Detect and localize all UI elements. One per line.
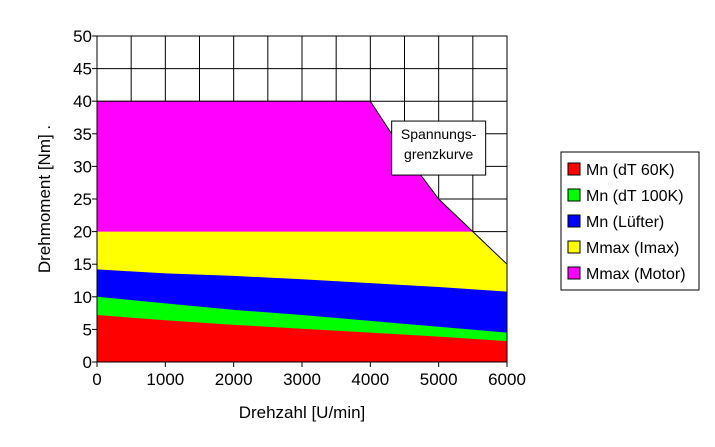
y-tick-label: 45 — [73, 60, 92, 79]
voltage-limit-curve — [97, 100, 508, 265]
x-axis-label: Drehzahl [U/min] — [239, 403, 366, 422]
annotation-box — [391, 120, 487, 176]
x-tick-label: 6000 — [488, 370, 526, 389]
legend-label-mmax-motor: Mmax (Motor) — [586, 266, 686, 283]
legend-label-mn-dt-60k: Mn (dT 60K) — [586, 162, 675, 179]
area-mn-dt-60k — [97, 315, 507, 362]
x-tick-label: 1000 — [146, 370, 184, 389]
legend-swatch-mmax-motor — [567, 266, 581, 280]
annotation-label: Spannungs- — [401, 126, 477, 142]
y-tick-label: 40 — [73, 92, 92, 111]
y-tick-label: 35 — [73, 125, 92, 144]
legend-label-mn-dt-100k: Mn (dT 100K) — [586, 188, 684, 205]
annotation-label: grenzkurve — [404, 146, 473, 162]
y-tick-label: 25 — [73, 190, 92, 209]
y-tick-label: 20 — [73, 223, 92, 242]
y-tick-label: 30 — [73, 157, 92, 176]
y-tick-label: 5 — [83, 320, 92, 339]
voltage-limit-annotation: Spannungs-grenzkurve — [391, 120, 487, 176]
y-axis-label: Drehmoment [Nm] . — [35, 125, 54, 273]
x-tick-label: 5000 — [420, 370, 458, 389]
legend-box — [560, 151, 700, 291]
axis-ticks: 0 1000 2000 3000 4000 5000 6000 0 5 10 15 20 25 30 35 4… — [73, 27, 526, 389]
legend: Mn (dT 60K) Mn (dT 100K) Mn (Lüfter) Mmax (… — [560, 151, 700, 291]
y-tick-label: 0 — [83, 353, 92, 372]
y-tick-label: 15 — [73, 255, 92, 274]
y-tick-label: 10 — [73, 288, 92, 307]
legend-swatch-mn-l-fter — [567, 214, 581, 228]
legend-swatch-mn-dt-60k — [567, 162, 581, 176]
y-tick-label: 50 — [73, 27, 92, 46]
legend-swatch-mmax-imax — [567, 240, 581, 254]
legend-swatch-mn-dt-100k — [567, 188, 581, 202]
x-tick-label: 0 — [92, 370, 101, 389]
legend-label-mmax-imax: Mmax (Imax) — [586, 240, 679, 257]
x-tick-label: 4000 — [351, 370, 389, 389]
x-tick-label: 2000 — [215, 370, 253, 389]
x-tick-label: 3000 — [283, 370, 321, 389]
legend-label-mn-l-fter: Mn (Lüfter) — [586, 214, 664, 231]
